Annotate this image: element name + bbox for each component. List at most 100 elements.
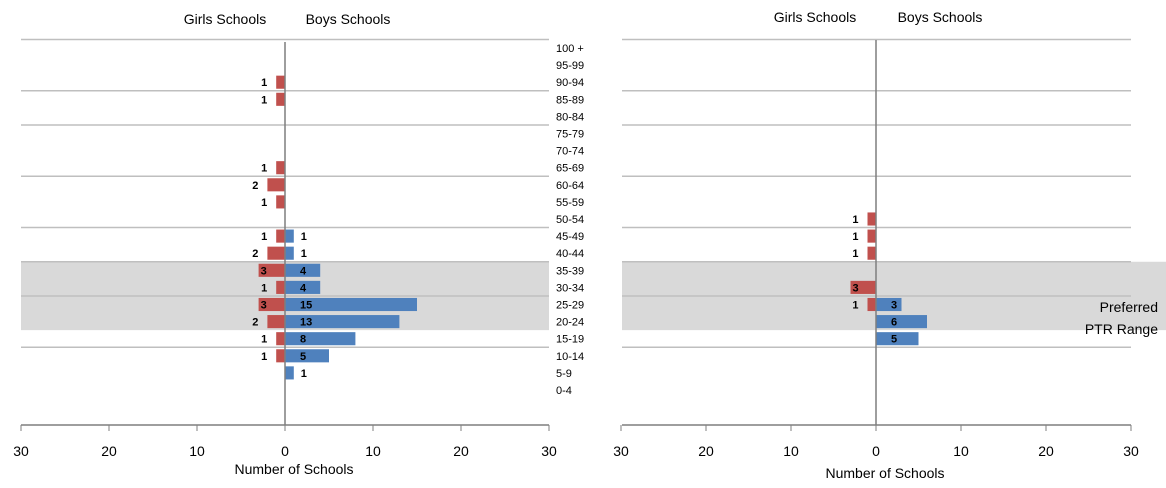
x-axis-label: Number of Schools bbox=[825, 465, 944, 481]
boys-value-label: 13 bbox=[300, 317, 312, 329]
boys-bar bbox=[285, 280, 321, 294]
girls-value-label: 2 bbox=[252, 248, 258, 260]
girls-bar bbox=[867, 297, 876, 312]
boys-value-label: 3 bbox=[891, 300, 897, 312]
girls-value-label: 1 bbox=[261, 163, 267, 175]
girls-bar bbox=[276, 349, 285, 363]
girls-bar bbox=[276, 280, 285, 294]
category-label: 40-44 bbox=[556, 248, 584, 260]
x-tick-label: 30 bbox=[541, 443, 557, 459]
girls-value-label: 1 bbox=[261, 94, 267, 106]
girls-value-label: 2 bbox=[252, 180, 258, 192]
girls-bar bbox=[276, 195, 285, 209]
girls-value-label: 1 bbox=[261, 334, 267, 346]
x-tick-label: 10 bbox=[783, 443, 799, 459]
girls-value-label: 1 bbox=[261, 351, 267, 363]
boys-value-label: 5 bbox=[300, 351, 306, 363]
girls-bar bbox=[850, 280, 876, 294]
x-tick-label: 0 bbox=[872, 443, 880, 459]
category-label: 60-64 bbox=[556, 180, 584, 192]
boys-bar bbox=[285, 263, 321, 277]
x-tick-label: 20 bbox=[698, 443, 714, 459]
boys-bar bbox=[285, 315, 400, 329]
x-tick-label: 20 bbox=[101, 443, 117, 459]
header-girls-schools: Girls Schools bbox=[184, 11, 266, 27]
category-label: 65-69 bbox=[556, 163, 584, 175]
girls-value-label: 3 bbox=[261, 300, 267, 312]
boys-value-label: 6 bbox=[891, 317, 897, 329]
girls-bar bbox=[267, 246, 285, 260]
x-tick-label: 0 bbox=[281, 443, 289, 459]
boys-value-label: 8 bbox=[300, 334, 306, 346]
girls-value-label: 3 bbox=[853, 282, 859, 294]
boys-value-label: 5 bbox=[891, 334, 897, 346]
category-label: 45-49 bbox=[556, 231, 584, 243]
x-tick-label: 10 bbox=[365, 443, 381, 459]
girls-value-label: 1 bbox=[852, 214, 858, 226]
boys-bar bbox=[285, 366, 294, 380]
girls-bar bbox=[276, 161, 285, 175]
x-axis-label: Number of Schools bbox=[234, 461, 353, 477]
girls-bar bbox=[276, 92, 285, 106]
boys-value-label: 4 bbox=[300, 282, 307, 294]
boys-value-label: 15 bbox=[300, 300, 312, 312]
boys-bar bbox=[876, 297, 902, 312]
category-label: 0-4 bbox=[556, 385, 572, 397]
category-label: 85-89 bbox=[556, 94, 584, 106]
category-label: 5-9 bbox=[556, 368, 572, 380]
girls-bar bbox=[258, 297, 285, 312]
girls-value-label: 1 bbox=[261, 231, 267, 243]
category-label: 55-59 bbox=[556, 197, 584, 209]
girls-value-label: 1 bbox=[852, 300, 858, 312]
girls-value-label: 1 bbox=[261, 77, 267, 89]
girls-bar bbox=[267, 315, 285, 329]
x-tick-label: 20 bbox=[453, 443, 469, 459]
girls-value-label: 2 bbox=[252, 317, 258, 329]
category-label: 15-19 bbox=[556, 334, 584, 346]
category-label: 75-79 bbox=[556, 129, 584, 141]
girls-bar bbox=[867, 212, 876, 226]
boys-value-label: 1 bbox=[301, 368, 307, 380]
boys-bar bbox=[876, 315, 927, 329]
header-girls-schools: Girls Schools bbox=[774, 9, 856, 25]
boys-value-label: 1 bbox=[301, 231, 307, 243]
category-label: 50-54 bbox=[556, 214, 584, 226]
boys-bar bbox=[285, 332, 356, 346]
girls-value-label: 1 bbox=[261, 197, 267, 209]
x-tick-label: 30 bbox=[1123, 443, 1139, 459]
header-boys-schools: Boys Schools bbox=[898, 9, 983, 25]
category-label: 100 + bbox=[556, 43, 584, 55]
category-label: 25-29 bbox=[556, 300, 584, 312]
category-label: 20-24 bbox=[556, 317, 584, 329]
boys-value-label: 4 bbox=[300, 265, 307, 277]
category-label: 70-74 bbox=[556, 146, 584, 158]
category-label: 35-39 bbox=[556, 265, 584, 277]
girls-bar bbox=[867, 229, 876, 243]
boys-bar bbox=[285, 297, 417, 312]
girls-bar bbox=[867, 246, 876, 260]
girls-bar bbox=[258, 263, 285, 277]
girls-bar bbox=[276, 332, 285, 346]
boys-bar bbox=[285, 229, 294, 243]
boys-value-label: 1 bbox=[301, 248, 307, 260]
girls-value-label: 1 bbox=[852, 231, 858, 243]
x-tick-label: 10 bbox=[953, 443, 969, 459]
girls-bar bbox=[267, 178, 285, 192]
category-label: 95-99 bbox=[556, 60, 584, 72]
boys-bar bbox=[876, 332, 919, 346]
x-tick-label: 30 bbox=[613, 443, 629, 459]
x-tick-label: 10 bbox=[189, 443, 205, 459]
girls-value-label: 3 bbox=[261, 265, 267, 277]
girls-value-label: 1 bbox=[261, 282, 267, 294]
girls-value-label: 1 bbox=[852, 248, 858, 260]
category-label: 90-94 bbox=[556, 77, 584, 89]
category-label: 10-14 bbox=[556, 351, 584, 363]
preferred-range-label: Preferred PTR Range bbox=[1085, 299, 1158, 337]
x-tick-label: 20 bbox=[1038, 443, 1054, 459]
boys-bar bbox=[285, 246, 294, 260]
header-boys-schools: Boys Schools bbox=[306, 11, 391, 27]
girls-bar bbox=[276, 229, 285, 243]
girls-bar bbox=[276, 75, 285, 89]
